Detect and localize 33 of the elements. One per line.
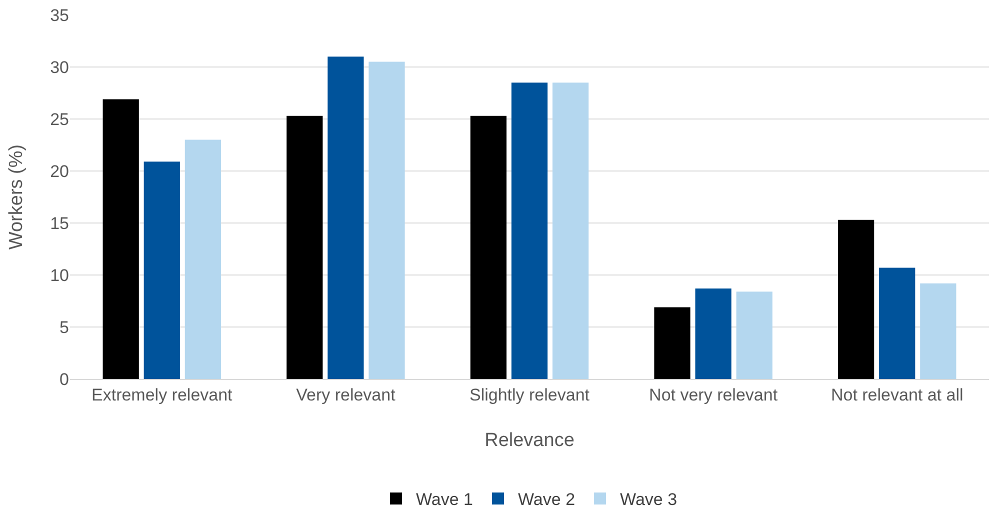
bar: [552, 82, 589, 379]
legend-label: Wave 3: [620, 490, 678, 510]
y-tick-label: 10: [50, 266, 69, 285]
y-axis-title: Workers (%): [6, 144, 27, 250]
bar: [328, 56, 364, 379]
x-tick-label: Not relevant at all: [830, 385, 964, 404]
bar: [695, 288, 732, 379]
legend-label: Wave 2: [518, 490, 576, 510]
bar: [470, 116, 507, 379]
bar: [838, 220, 874, 379]
bar: [511, 82, 548, 379]
bar: [184, 140, 222, 379]
y-tick-label: 20: [50, 162, 69, 181]
bar: [879, 268, 916, 379]
bar: [736, 292, 772, 379]
y-tick-label: 0: [60, 370, 69, 389]
bar: [920, 283, 956, 379]
y-tick-label: 15: [50, 214, 69, 233]
y-tick-label: 30: [50, 58, 69, 77]
legend-label: Wave 1: [416, 490, 474, 510]
bar: [102, 99, 139, 379]
y-tick-label: 5: [60, 318, 69, 337]
bar: [144, 162, 180, 379]
bar: [654, 307, 690, 379]
y-tick-label: 25: [50, 110, 69, 129]
bar: [286, 116, 323, 379]
bar: [368, 62, 405, 379]
x-tick-label: Very relevant: [296, 385, 396, 404]
x-tick-label: Slightly relevant: [469, 385, 590, 404]
x-axis-title: Relevance: [484, 430, 574, 451]
x-tick-label: Not very relevant: [649, 385, 778, 404]
y-tick-label: 35: [50, 6, 69, 25]
x-tick-label: Extremely relevant: [92, 385, 233, 404]
